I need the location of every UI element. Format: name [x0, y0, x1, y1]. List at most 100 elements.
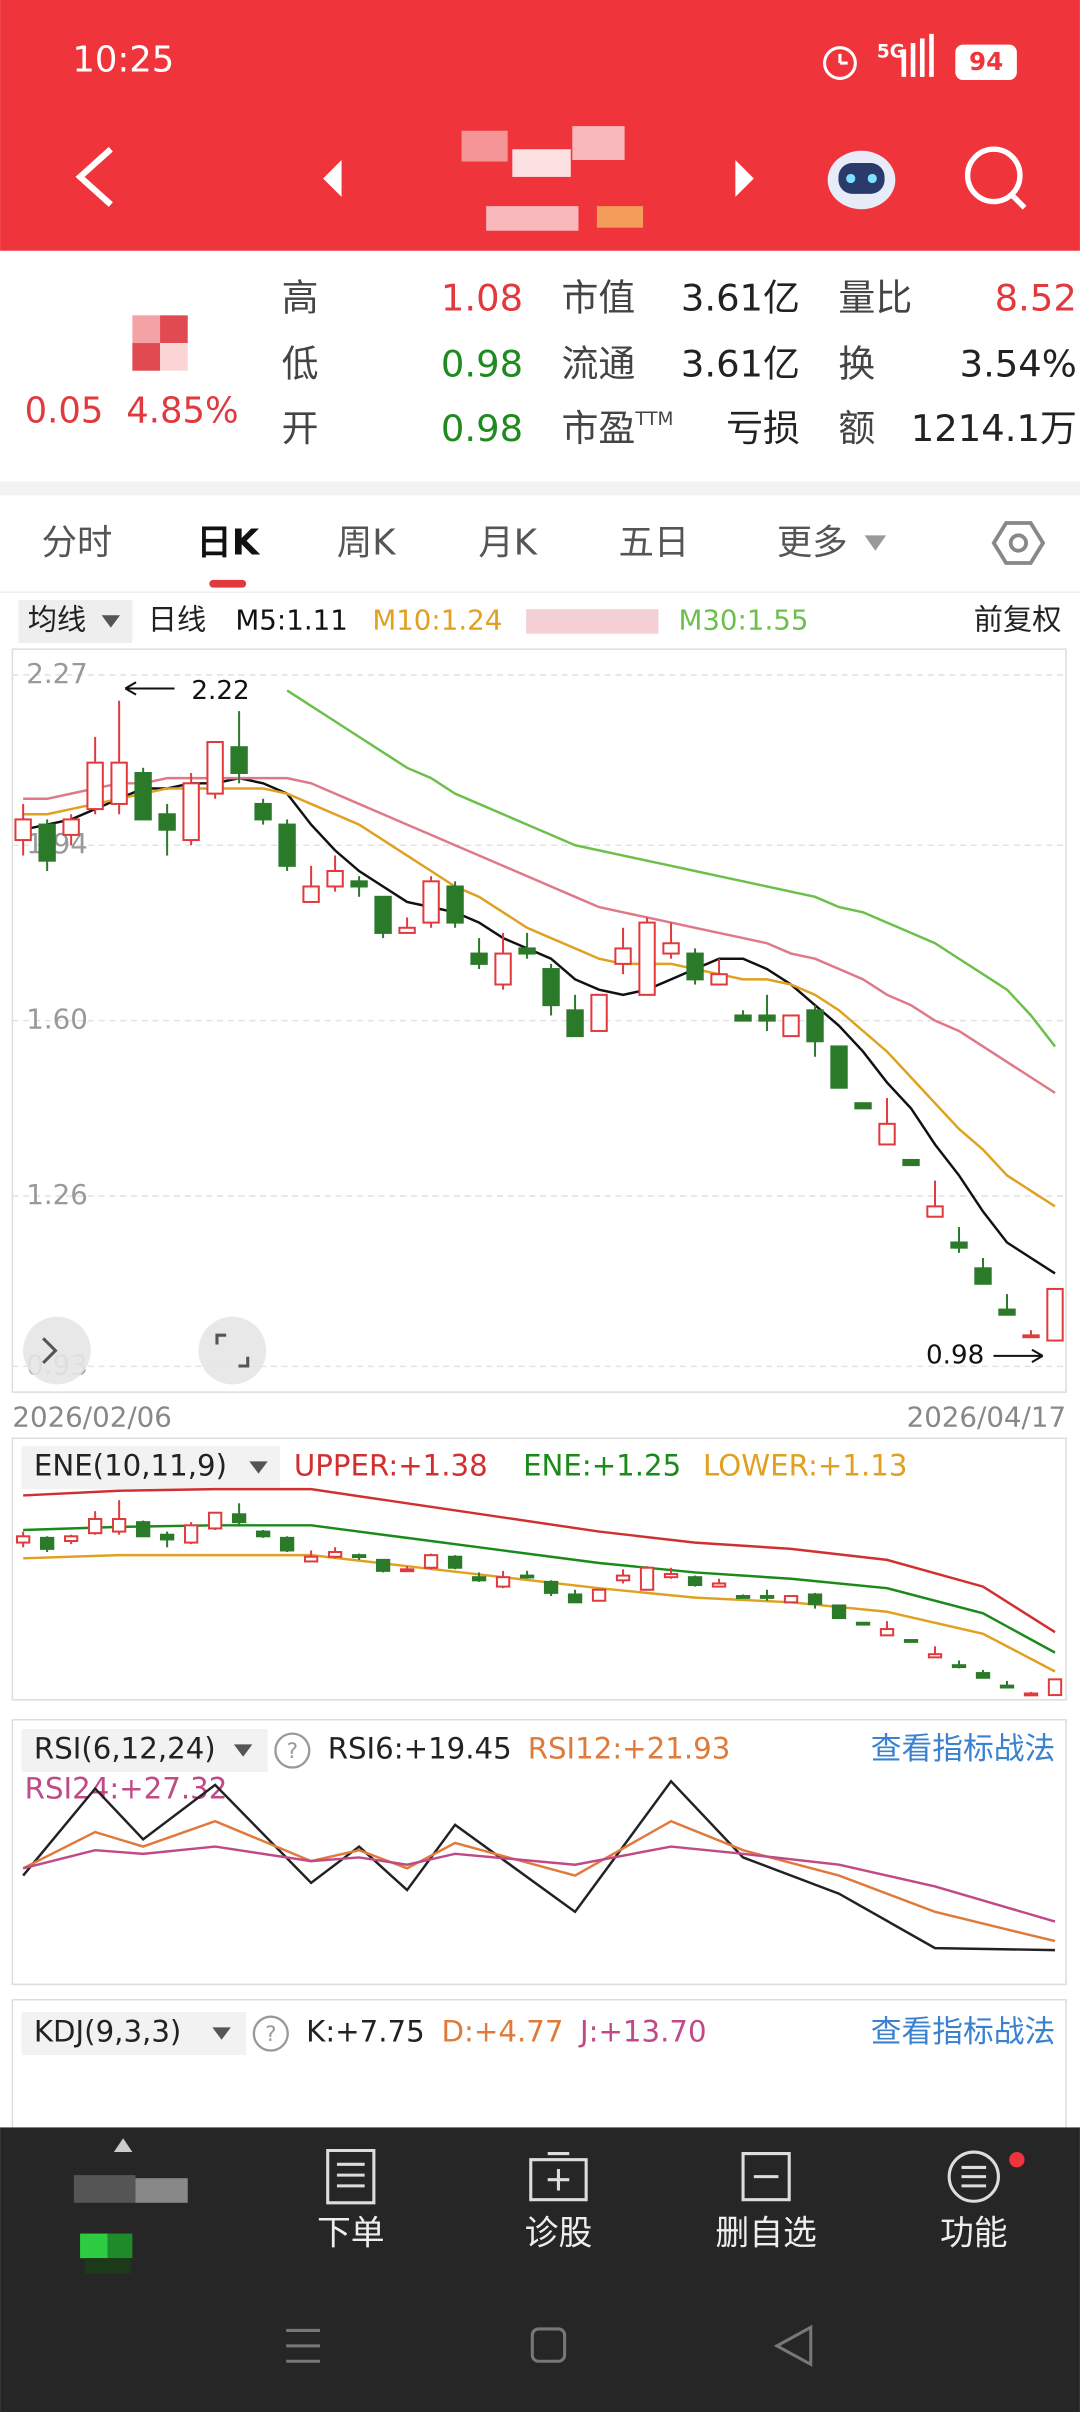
indicator-line [23, 776, 1056, 1094]
candle-body [446, 885, 464, 924]
field-label: 流通 [562, 343, 636, 386]
tab[interactable]: 周K [337, 523, 396, 564]
indicator-title[interactable]: RSI(6,12,24) [34, 1732, 216, 1766]
candle-body [15, 1535, 31, 1544]
candle-body [782, 1014, 800, 1038]
nav-icon[interactable] [947, 2150, 1000, 2203]
candle-body [87, 1518, 103, 1535]
strategy-link[interactable]: 查看指标战法 [871, 1731, 1056, 1767]
help-icon[interactable]: ? [252, 2015, 289, 2052]
expand-button[interactable] [23, 1316, 91, 1385]
indicator-title[interactable]: KDJ(9,3,3) [34, 2015, 181, 2049]
icon-more [947, 2150, 1000, 2203]
candle-body [710, 973, 728, 986]
legend: RSI6:+19.45 [328, 1732, 512, 1766]
candle-body [854, 1102, 872, 1110]
candle-body [518, 947, 536, 955]
settings-button[interactable] [991, 521, 1046, 565]
candle-body [38, 823, 56, 862]
candle-body [206, 741, 224, 795]
indicator-title[interactable]: ENE(10,11,9) [34, 1449, 227, 1483]
candle-body [543, 1580, 559, 1594]
candle-body [614, 947, 632, 965]
candle-body [758, 1014, 776, 1022]
candle-body [422, 880, 440, 924]
tab[interactable]: 日K [196, 523, 260, 564]
indicator-button-bg[interactable] [21, 1445, 281, 1490]
field-value: 1.08 [441, 276, 523, 319]
icon-order [326, 2148, 376, 2205]
candle-body [567, 1593, 583, 1604]
back-button[interactable] [75, 146, 113, 207]
system-nav [286, 2324, 813, 2367]
field-value: 0.98 [441, 407, 523, 450]
candle-body [975, 1672, 991, 1679]
svg-text:?: ? [287, 1739, 298, 1764]
candle-body [182, 782, 200, 842]
candle-body [302, 885, 320, 903]
assistant-button[interactable] [827, 150, 896, 210]
nav-icon[interactable] [741, 2152, 791, 2202]
y-tick-label: 1.60 [26, 1003, 88, 1036]
expand-arrow[interactable] [113, 2138, 133, 2153]
battery [955, 44, 1017, 80]
candle-body [831, 1604, 847, 1620]
legend: J:+13.70 [578, 2015, 707, 2049]
ma-button[interactable]: 均线 [28, 602, 86, 636]
mini-quote-blurred [73, 2175, 188, 2274]
candle-body [254, 802, 272, 821]
battery-level: 94 [969, 47, 1003, 76]
nav-label[interactable]: 功能 [940, 2214, 1008, 2253]
indicator-button-bg[interactable] [21, 2012, 247, 2056]
candle-body [303, 1555, 319, 1563]
tab[interactable]: 更多 [777, 523, 848, 564]
candle-body [686, 952, 704, 981]
nav-label[interactable]: 诊股 [525, 2214, 593, 2253]
search-button[interactable] [964, 146, 1027, 210]
next-stock[interactable] [735, 159, 754, 197]
nav-icon[interactable] [529, 2152, 588, 2202]
field-value: 3.54% [960, 343, 1077, 386]
candle-body [230, 746, 248, 774]
candle-body [279, 1536, 295, 1552]
nav-label[interactable]: 下单 [317, 2214, 385, 2253]
max-arrow [124, 681, 175, 696]
candle-body [903, 1639, 919, 1643]
candle-body [879, 1628, 895, 1637]
field-value: 亏损 [726, 407, 800, 450]
candle-body [351, 1554, 367, 1559]
rsi-frame [11, 1719, 1067, 1986]
candle-body [278, 823, 296, 867]
candle-body [830, 1045, 848, 1089]
max-label: 2.22 [191, 676, 249, 706]
nav-label[interactable]: 删自选 [715, 2214, 816, 2253]
candle-body [423, 1554, 439, 1569]
fullscreen-button[interactable] [198, 1316, 267, 1385]
candle-body [927, 1653, 943, 1659]
start-date: 2026/02/06 [12, 1400, 171, 1433]
min-arrow [993, 1348, 1044, 1363]
help-icon[interactable]: ? [274, 1732, 311, 1769]
tab[interactable]: 月K [478, 523, 537, 564]
tab[interactable]: 五日 [618, 523, 689, 564]
legend: K:+7.75 [306, 2015, 425, 2049]
candle-body [542, 968, 560, 1007]
candle-body [159, 1533, 175, 1541]
nav-icon[interactable] [326, 2148, 376, 2205]
indicator-button-bg[interactable] [21, 1729, 268, 1773]
tab[interactable]: 分时 [42, 523, 113, 564]
indicator-line [22, 1845, 1056, 1923]
dropdown-arrow [212, 2027, 231, 2040]
strategy-link[interactable]: 查看指标战法 [871, 2014, 1056, 2050]
end-date: 2026/04/17 [907, 1400, 1067, 1433]
prev-stock[interactable] [323, 159, 342, 197]
candle-body [807, 1593, 823, 1605]
indicator-line [22, 1779, 1056, 1952]
legend: ENE:+1.25 [523, 1449, 681, 1483]
field-label: 市值 [562, 276, 636, 319]
icon-remove [741, 2152, 791, 2202]
candle-body [591, 1588, 607, 1602]
field-label: 低 [282, 343, 319, 386]
adjust-mode[interactable]: 前复权 [974, 602, 1062, 636]
